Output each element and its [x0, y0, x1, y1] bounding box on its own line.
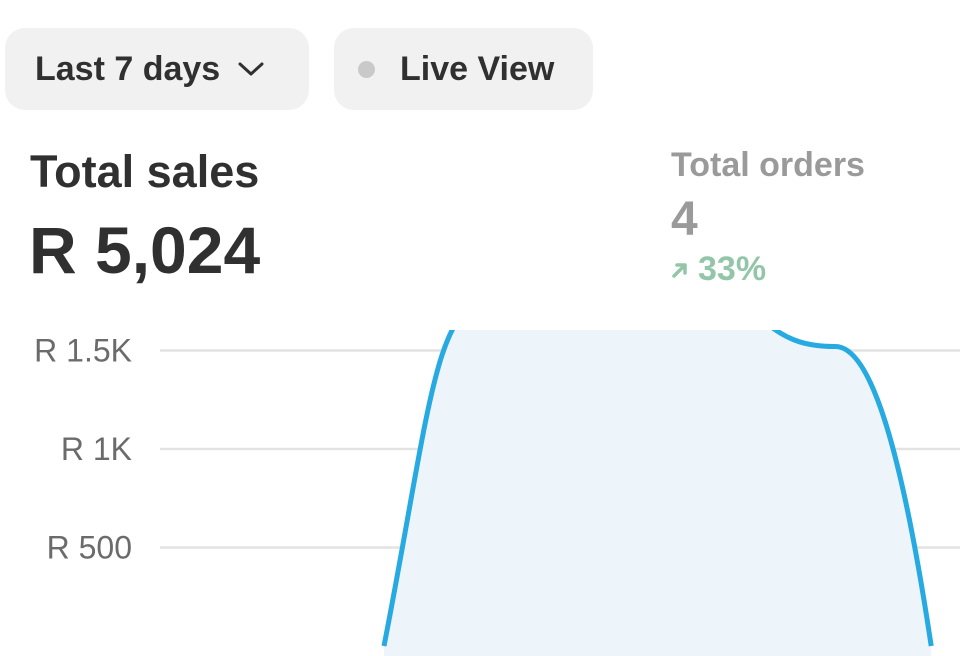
date-range-dropdown[interactable]: Last 7 days	[5, 28, 309, 110]
y-tick-label: R 500	[47, 530, 132, 566]
arrow-up-right-icon	[670, 250, 690, 289]
live-view-label: Live View	[400, 49, 555, 88]
status-dot-icon	[358, 60, 375, 78]
total-orders-title: Total orders	[671, 146, 865, 184]
chevron-down-icon	[238, 61, 264, 77]
total-orders-value: 4	[671, 193, 698, 246]
total-sales-value: R 5,024	[29, 213, 261, 287]
sales-area-fill	[384, 330, 932, 656]
sales-chart: R 1.5K R 1K R 500	[34, 330, 960, 656]
orders-delta: 33%	[670, 250, 766, 289]
live-view-button[interactable]: Live View	[334, 28, 593, 110]
sales-line	[381, 330, 934, 647]
y-tick-label: R 1.5K	[34, 333, 132, 369]
total-sales-title: Total sales	[30, 146, 260, 197]
orders-delta-value: 33%	[698, 250, 767, 288]
y-tick-label: R 1K	[61, 431, 132, 467]
date-range-label: Last 7 days	[35, 49, 221, 88]
